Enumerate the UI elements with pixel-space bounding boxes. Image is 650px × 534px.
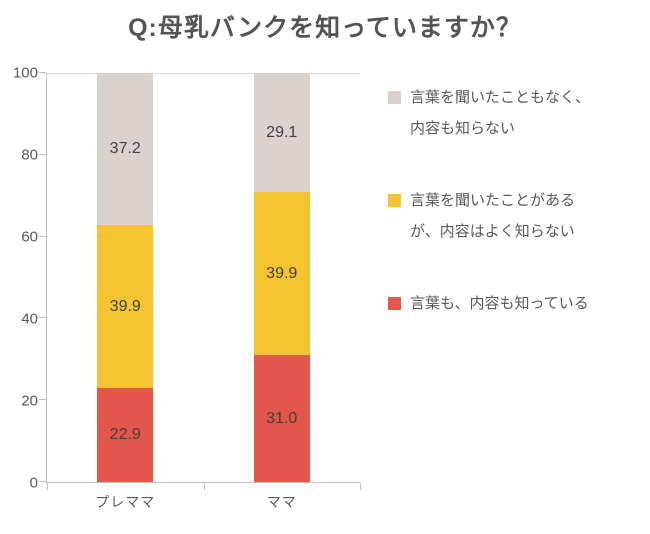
stacked-bar: 31.0 39.9 29.1 [253, 73, 310, 482]
y-axis-tick-mark [39, 72, 46, 73]
bar-segment: 22.9 [97, 388, 154, 482]
y-axis-tick-mark [39, 481, 46, 482]
x-axis-category-label: プレママ [95, 494, 156, 510]
stacked-bar: 22.9 39.9 37.2 [97, 73, 154, 482]
plot-area: 22.9 39.9 37.2 プレママ 31.0 39.9 29.1 ママ [39, 72, 361, 510]
legend-item: 言葉を聞いたこともなく、 内容も知らない [388, 82, 638, 144]
x-axis-tick-mark [47, 483, 48, 490]
legend-item: 言葉を聞いたことがある が、内容はよく知らない [388, 185, 638, 247]
bar-segment: 39.9 [97, 225, 154, 389]
data-label: 39.9 [109, 297, 141, 315]
gridline-100 [47, 73, 360, 74]
x-axis-tick-mark [360, 483, 361, 490]
y-axis-tick-label: 40 [21, 310, 38, 328]
y-axis-tick-label: 60 [21, 228, 38, 246]
y-axis-tick-label: 0 [29, 474, 38, 492]
bar-segment: 37.2 [97, 73, 154, 226]
legend-swatch [388, 194, 401, 207]
x-axis-tick-mark [203, 483, 205, 490]
data-label: 37.2 [109, 140, 141, 158]
data-label: 39.9 [266, 264, 298, 282]
bar-segment: 31.0 [253, 355, 310, 482]
y-axis-tick-label: 100 [12, 64, 38, 82]
data-label: 22.9 [109, 426, 141, 444]
legend: 言葉を聞いたこともなく、 内容も知らない 言葉を聞いたことがある が、内容はよく知… [388, 82, 638, 360]
data-label: 31.0 [266, 409, 298, 427]
legend-item: 言葉も、内容も知っている [388, 288, 638, 319]
y-axis-tick-mark [39, 153, 46, 155]
y-axis-tick-label: 20 [21, 392, 38, 410]
legend-label: 言葉も、内容も知っている [410, 295, 589, 312]
bar-segment: 39.9 [253, 192, 310, 356]
legend-swatch [388, 91, 401, 104]
legend-swatch [388, 297, 401, 310]
y-axis-tick-mark [39, 235, 46, 237]
legend-label: 言葉を聞いたことがある が、内容はよく知らない [410, 192, 576, 240]
x-axis-category-label: ママ [266, 494, 297, 510]
y-axis-tick-mark [39, 317, 46, 319]
chart-title: Q:母乳バンクを知っていますか？ [128, 14, 522, 42]
legend-label: 言葉を聞いたこともなく、 内容も知らない [410, 89, 591, 137]
data-label: 29.1 [266, 123, 298, 141]
y-axis: 0 20 40 60 80 100 [0, 65, 40, 492]
y-axis-tick-label: 80 [21, 146, 38, 164]
y-axis-tick-mark [39, 399, 46, 401]
bar-segment: 29.1 [253, 73, 310, 193]
